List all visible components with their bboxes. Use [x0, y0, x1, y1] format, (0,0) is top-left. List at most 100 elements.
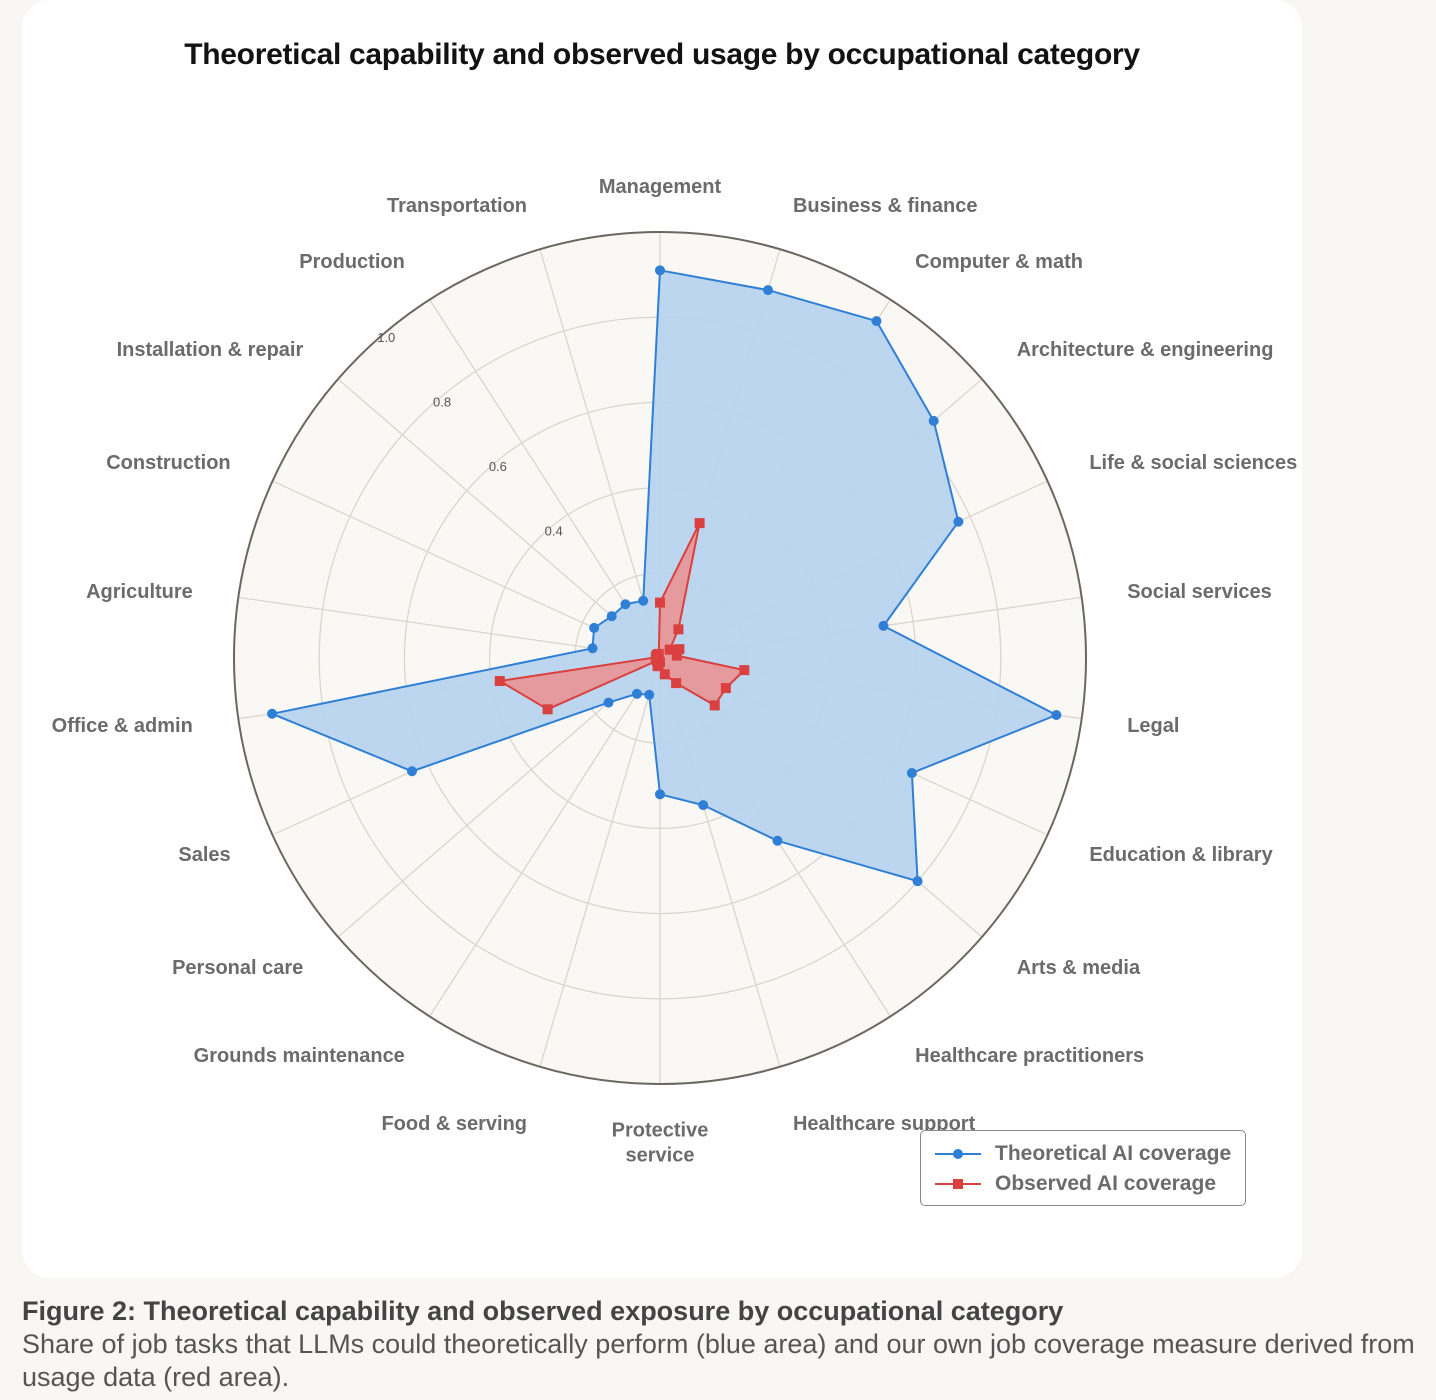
category-label-line: Agriculture — [86, 581, 193, 603]
data-point-theoretical — [928, 415, 939, 426]
category-label-line: Sales — [178, 844, 230, 866]
data-point-theoretical — [644, 689, 655, 700]
category-label-line: Food & serving — [381, 1113, 527, 1135]
category-label-line: Computer & math — [915, 251, 1083, 273]
data-point-theoretical — [631, 688, 642, 699]
legend: Theoretical AI coverage Observed AI cove… — [920, 1130, 1246, 1206]
legend-marker-theoretical — [935, 1149, 981, 1159]
category-label: Life & social sciences — [1089, 452, 1297, 474]
legend-label-observed: Observed AI coverage — [995, 1172, 1216, 1195]
data-series — [267, 265, 1062, 887]
tick-label: 0.8 — [433, 394, 451, 409]
category-label: Grounds maintenance — [194, 1045, 405, 1067]
category-label: Office & admin — [52, 715, 193, 737]
data-point-theoretical — [655, 265, 665, 276]
category-label: Installation & repair — [117, 339, 304, 361]
category-label: Legal — [1127, 715, 1179, 737]
category-label-line: Social services — [1127, 581, 1272, 603]
outer-ring — [233, 231, 1087, 1085]
category-label-line: Healthcare support — [793, 1113, 976, 1135]
category-label-line: Grounds maintenance — [194, 1045, 405, 1067]
category-label: Protective service — [612, 1120, 709, 1167]
category-label-line: Protective — [612, 1120, 709, 1142]
data-point-theoretical — [406, 766, 417, 777]
grid-spoke — [539, 657, 661, 1067]
data-point-observed — [659, 669, 670, 680]
legend-marker-observed — [935, 1179, 981, 1189]
data-point-theoretical — [655, 789, 665, 800]
data-point-observed — [673, 624, 684, 635]
radial-ticks: 0.4 0.6 0.8 1.0 — [377, 330, 562, 538]
category-label-line: Architecture & engineering — [1017, 339, 1274, 361]
category-label: Education & library — [1089, 844, 1273, 866]
category-label: Personal care — [172, 957, 303, 979]
category-label: Social services — [1127, 581, 1272, 603]
legend-label-theoretical: Theoretical AI coverage — [995, 1142, 1232, 1165]
category-label: Management — [599, 176, 722, 198]
tick-label: 0.6 — [489, 459, 507, 474]
category-label: Arts & media — [1017, 957, 1141, 979]
data-point-observed — [720, 683, 731, 694]
category-label-line: Business & finance — [793, 195, 978, 217]
caption-title: Figure 2: Theoretical capability and obs… — [22, 1296, 1064, 1326]
category-label-line: Transportation — [387, 195, 527, 217]
category-label: Computer & math — [915, 251, 1083, 273]
data-point-observed — [653, 648, 664, 659]
grid-spoke — [539, 249, 661, 659]
data-point-theoretical — [638, 595, 649, 606]
category-label-line: Legal — [1127, 715, 1179, 737]
legend-item-observed: Observed AI coverage — [935, 1169, 1216, 1199]
axis-labels: Management Business & finance Computer & m… — [52, 176, 1298, 1167]
data-point-observed — [671, 678, 682, 689]
data-point-observed — [674, 644, 685, 655]
data-point-observed — [655, 597, 665, 608]
data-point-theoretical — [589, 622, 600, 633]
grid-spoke — [337, 378, 661, 659]
data-point-theoretical — [871, 316, 882, 327]
data-point-observed — [664, 644, 675, 655]
category-label: Architecture & engineering — [1017, 339, 1274, 361]
category-label-line: Office & admin — [52, 715, 193, 737]
data-point-theoretical — [698, 800, 709, 811]
data-point-observed — [739, 665, 750, 676]
data-point-theoretical — [878, 620, 889, 631]
category-label: Business & finance — [793, 195, 978, 217]
category-label: Production — [299, 251, 405, 273]
data-point-theoretical — [953, 516, 964, 527]
data-point-theoretical — [912, 876, 923, 887]
caption-description: Share of job tasks that LLMs could theor… — [22, 1329, 1415, 1392]
category-label-line: Healthcare practitioners — [915, 1045, 1144, 1067]
tick-label: 1.0 — [377, 330, 395, 345]
tick-label: 0.4 — [545, 523, 563, 538]
category-label-line: Education & library — [1089, 844, 1273, 866]
data-point-observed — [671, 650, 682, 661]
data-point-theoretical — [620, 599, 631, 610]
category-label: Transportation — [387, 195, 527, 217]
category-label: Agriculture — [86, 581, 193, 603]
radar-chart: 0.4 0.6 0.8 1.0 Management Business & financ… — [52, 176, 1298, 1167]
category-label: Healthcare practitioners — [915, 1045, 1144, 1067]
legend-item-theoretical: Theoretical AI coverage — [935, 1139, 1231, 1169]
data-point-theoretical — [906, 768, 917, 779]
category-label-line: Installation & repair — [117, 339, 304, 361]
category-label-line: Arts & media — [1017, 957, 1141, 979]
category-label: Food & serving — [381, 1113, 527, 1135]
category-label-line: Management — [599, 176, 722, 198]
grid-spoke — [429, 299, 661, 659]
chart-title: Theoretical capability and observed usag… — [184, 38, 1140, 71]
category-label: Healthcare support — [793, 1113, 976, 1135]
category-label-line: Construction — [106, 452, 230, 474]
category-label-line: Life & social sciences — [1089, 452, 1297, 474]
data-point-theoretical — [603, 697, 614, 708]
data-point-theoretical — [763, 285, 774, 296]
data-point-theoretical — [772, 835, 783, 846]
data-point-theoretical — [1051, 709, 1062, 720]
data-point-theoretical — [267, 708, 278, 719]
figure-caption: Figure 2: Theoretical capability and obs… — [22, 1294, 1422, 1394]
data-point-observed — [709, 700, 720, 711]
data-point-theoretical — [587, 643, 598, 654]
category-label: Sales — [178, 844, 230, 866]
grid-spoke — [429, 657, 661, 1017]
category-label: Construction — [106, 452, 230, 474]
category-label-line: service — [626, 1145, 695, 1167]
